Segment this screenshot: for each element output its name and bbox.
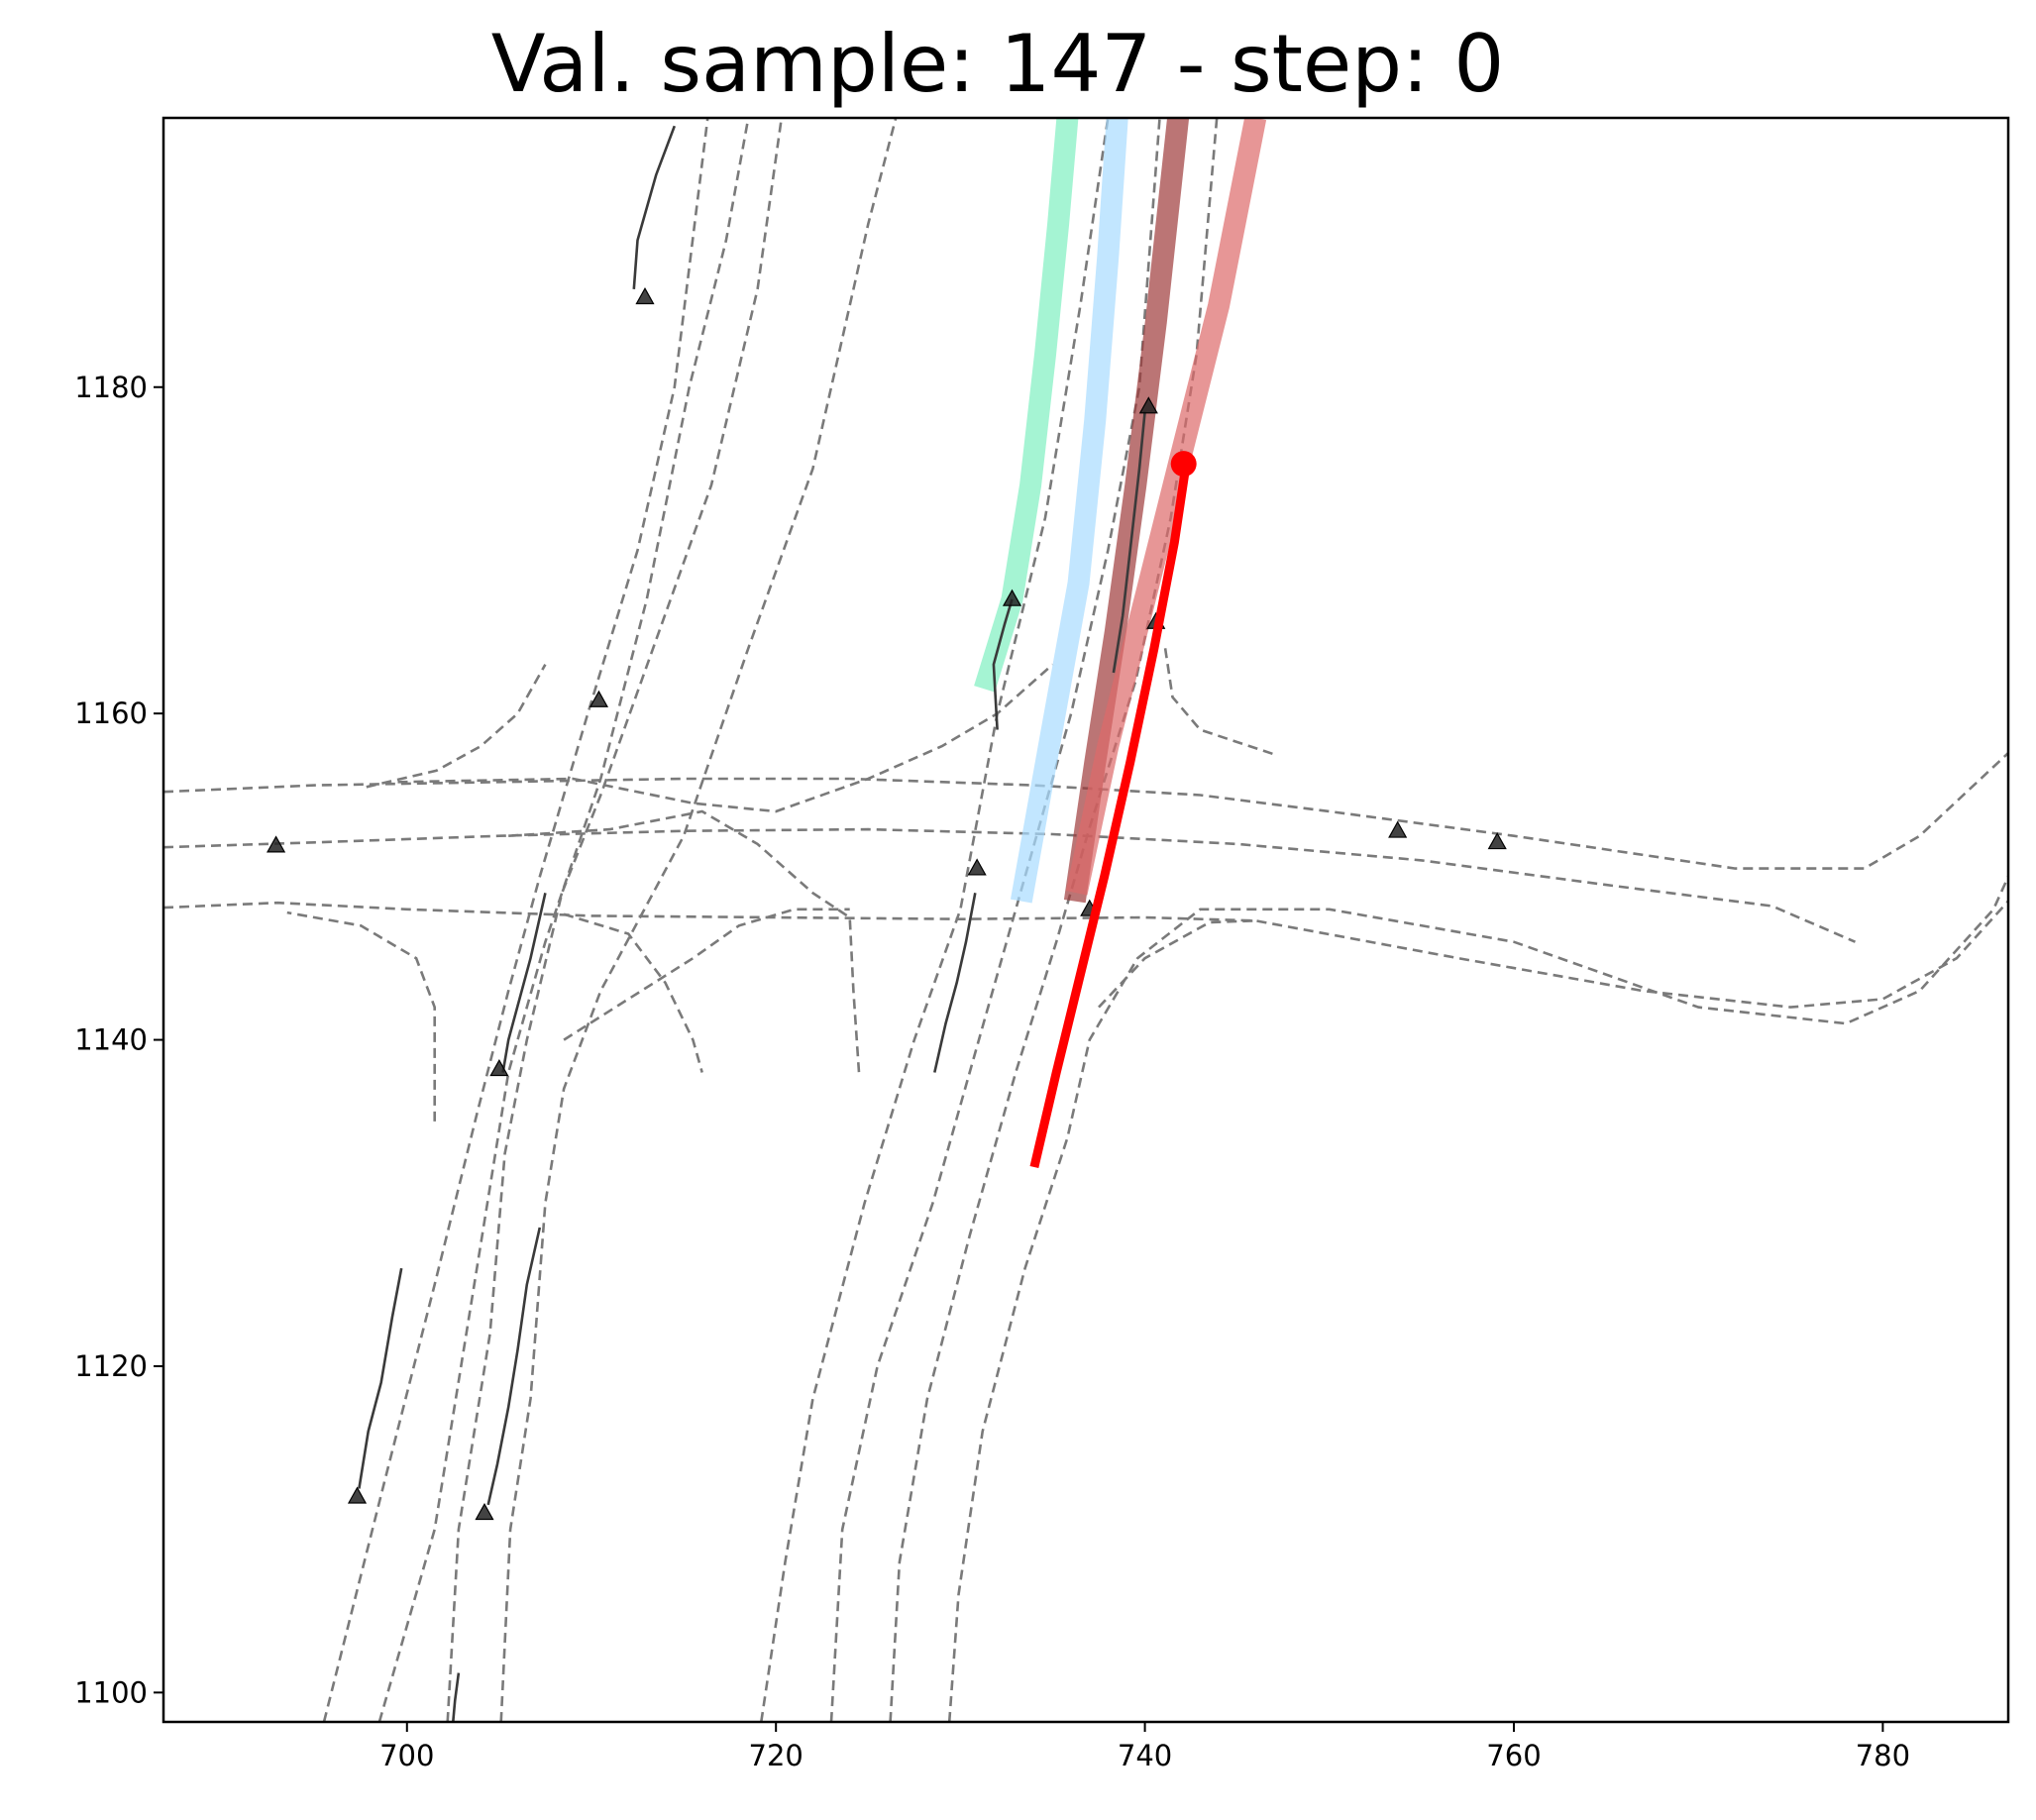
agent-track [452, 1672, 461, 1722]
lane-line [563, 912, 703, 1073]
y-axis: 1100 1120 1140 1160 1180 [74, 371, 163, 1709]
agent-marker [967, 858, 987, 876]
lane-line [397, 663, 1054, 813]
lane-line [163, 899, 2008, 1009]
x-axis: 700 720 740 760 780 [379, 1722, 1910, 1772]
agent-marker [635, 286, 655, 305]
agent-marker [1487, 832, 1507, 850]
agent-marker [489, 1058, 509, 1077]
lane-line [163, 827, 1857, 943]
agent-track [992, 598, 1014, 730]
x-tick-label: 740 [1118, 1739, 1172, 1772]
ego-trajectory [1029, 451, 1197, 1169]
agent-track [933, 893, 977, 1073]
agent-track [486, 1227, 542, 1506]
agent-track [501, 893, 547, 1073]
lane-line [760, 118, 1110, 1722]
chart-title: Val. sample: 147 - step: 0 [491, 18, 1505, 110]
agent-tracks [267, 125, 1507, 1722]
lane-line [377, 118, 750, 1722]
lane-line [163, 751, 2008, 870]
ego-path [1029, 468, 1190, 1169]
y-tick-label: 1140 [74, 1023, 148, 1057]
lane-line [563, 908, 850, 1041]
y-tick-label: 1180 [74, 371, 148, 404]
prediction-path [1010, 118, 1128, 904]
x-tick-label: 720 [749, 1739, 804, 1772]
lane-line [499, 118, 898, 1722]
agent-marker [589, 690, 609, 707]
lane-line [1098, 919, 1256, 1009]
y-tick-label: 1160 [74, 696, 148, 730]
lane-line [947, 873, 2008, 1722]
lane-line [366, 664, 547, 789]
ego-end-marker [1170, 451, 1197, 478]
agent-track [1112, 411, 1146, 674]
prediction-path [1065, 118, 1267, 896]
lane-centerlines [163, 118, 2008, 1722]
lane-line [322, 118, 709, 1722]
agent-track [632, 125, 677, 289]
x-tick-label: 700 [379, 1739, 434, 1772]
y-tick-label: 1100 [74, 1675, 148, 1709]
agent-marker [475, 1502, 494, 1521]
prediction-path [974, 118, 1079, 693]
lane-line [829, 118, 1161, 1722]
x-tick-label: 780 [1856, 1739, 1910, 1772]
y-tick-label: 1120 [74, 1349, 148, 1383]
agent-marker [1388, 820, 1408, 838]
lane-line [286, 910, 436, 1122]
lane-line [508, 809, 861, 1073]
agent-marker [267, 835, 286, 853]
agent-track [358, 1267, 403, 1489]
lane-line [1163, 648, 1275, 756]
agent-marker [347, 1486, 368, 1504]
plot-frame [161, 116, 2010, 1724]
lane-line [889, 118, 1219, 1722]
agent-marker [1138, 396, 1158, 414]
agent-marker [1002, 589, 1022, 606]
x-tick-label: 760 [1486, 1739, 1541, 1772]
lane-line [446, 118, 784, 1722]
